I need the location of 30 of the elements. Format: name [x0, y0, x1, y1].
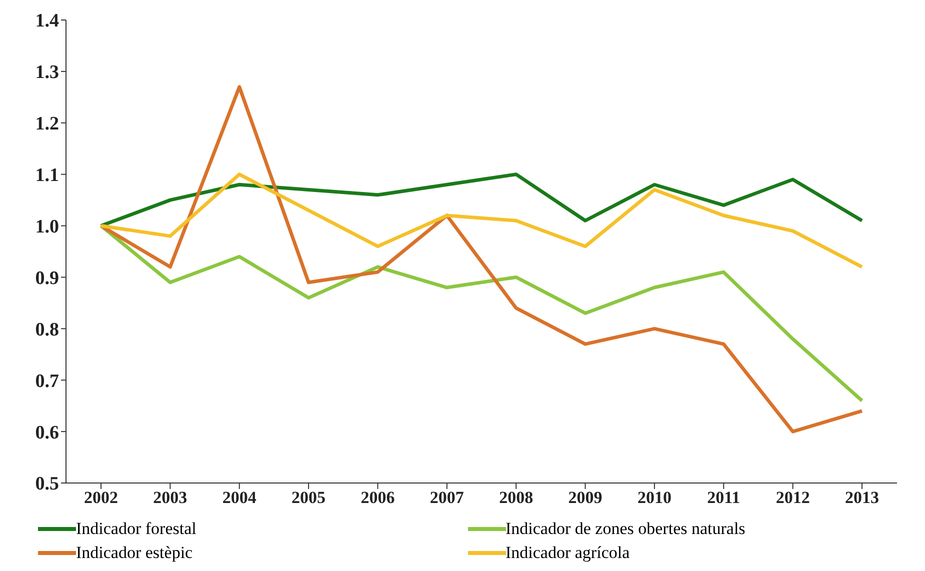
line-series — [99, 85, 864, 434]
y-tick-label: 0.7 — [35, 370, 60, 392]
x-tick-label: 2008 — [499, 488, 534, 508]
x-tick-label: 2013 — [845, 488, 879, 508]
line-series — [99, 172, 864, 228]
x-tick-label: 2011 — [707, 488, 740, 508]
legend-label: Indicador estèpic — [76, 543, 193, 563]
y-tick-label: 1.0 — [35, 216, 59, 238]
line-series — [99, 172, 864, 269]
y-tick-label: 1.3 — [35, 62, 59, 84]
x-tick-label: 2002 — [84, 488, 118, 508]
y-tick-label: 1.4 — [35, 10, 60, 32]
x-tick-label: 2009 — [568, 488, 602, 508]
x-tick-label: 2003 — [153, 488, 188, 508]
y-tick-label: 0.5 — [35, 474, 59, 495]
x-tick-label: 2007 — [430, 488, 464, 508]
y-tick-label: 1.2 — [35, 114, 59, 135]
y-tick-label: 0.6 — [35, 422, 59, 444]
x-tick-label: 2010 — [637, 488, 672, 508]
y-tick-label: 0.9 — [35, 268, 59, 289]
y-tick-label: 0.8 — [35, 319, 59, 340]
legend-label: Indicador de zones obertes naturals — [506, 519, 746, 539]
legend-label: Indicador agrícola — [506, 543, 630, 563]
y-tick-label: 1.1 — [35, 165, 59, 186]
x-tick-label: 2006 — [360, 488, 395, 508]
x-tick-label: 2004 — [222, 488, 257, 508]
legend-label: Indicador forestal — [76, 519, 196, 539]
x-tick-label: 2005 — [292, 488, 326, 508]
line-series — [99, 224, 864, 402]
x-tick-label: 2012 — [776, 488, 810, 508]
